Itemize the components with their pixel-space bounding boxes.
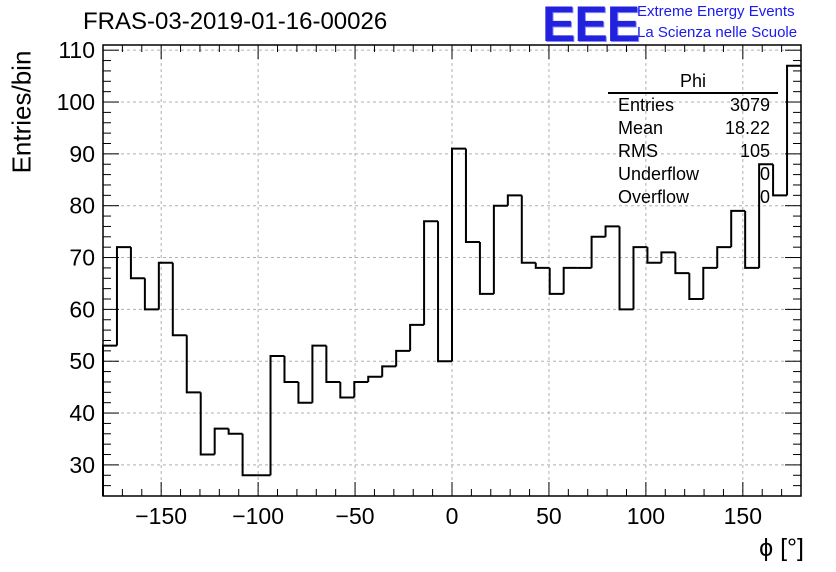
stats-label: RMS xyxy=(618,141,658,161)
y-tick-label: 110 xyxy=(58,37,95,63)
histogram-bin xyxy=(646,247,662,264)
histogram-bin xyxy=(520,195,536,264)
histogram-bin xyxy=(311,344,327,403)
histogram-bin xyxy=(381,365,397,377)
histogram-bin xyxy=(702,266,718,300)
stats-row-underflow: Underflow 0 xyxy=(608,163,778,186)
histogram-bin xyxy=(758,163,774,268)
histogram-bin xyxy=(199,392,215,456)
stats-value: 0 xyxy=(759,164,770,184)
histogram-bin xyxy=(353,380,369,398)
y-axis-label: Entries/bin xyxy=(6,50,37,174)
histogram-bin xyxy=(716,246,732,268)
histogram-bin xyxy=(562,266,578,294)
histogram-bin xyxy=(437,221,452,363)
stats-label: Overflow xyxy=(618,187,690,207)
stats-row-entries: Entries 3079 xyxy=(608,94,778,117)
histogram-bin xyxy=(478,241,494,295)
stats-row-overflow: Overflow 0 xyxy=(608,186,778,209)
histogram-bin xyxy=(590,235,606,268)
stats-value: 3079 xyxy=(729,95,770,115)
histogram-bin xyxy=(604,225,620,237)
histogram-bin xyxy=(395,349,411,367)
x-tick-label: 0 xyxy=(446,503,459,529)
x-tick-label: 50 xyxy=(536,503,562,529)
histogram-bin xyxy=(548,267,564,295)
y-tick-label: 50 xyxy=(69,348,95,374)
histogram-bin xyxy=(730,209,746,248)
histogram-bin xyxy=(102,344,117,496)
y-tick-label: 30 xyxy=(69,452,95,478)
histogram-bin xyxy=(772,164,788,197)
histogram-bin xyxy=(339,381,355,399)
stats-label: Underflow xyxy=(618,164,700,184)
histogram-bin xyxy=(283,356,299,383)
histogram-bin xyxy=(786,64,801,196)
histogram-bin xyxy=(492,204,508,294)
histogram-bin xyxy=(464,148,480,243)
stats-row-rms: RMS 105 xyxy=(608,140,778,163)
y-tick-label: 70 xyxy=(69,245,95,271)
histogram-bin xyxy=(115,246,131,346)
histogram-bin xyxy=(451,147,466,362)
histogram-bin xyxy=(423,220,439,325)
histogram-bin xyxy=(660,251,676,263)
histogram-bin xyxy=(171,262,187,337)
histogram-bin xyxy=(227,428,243,435)
histogram-bin xyxy=(632,246,648,310)
histogram-bin xyxy=(688,273,704,301)
histogram-bin xyxy=(157,261,173,310)
histogram-bin xyxy=(269,355,285,476)
histogram-bin xyxy=(241,433,257,477)
plot-frame xyxy=(102,44,802,497)
stats-box: Phi Entries 3079 Mean 18.22 RMS 105 Unde… xyxy=(608,72,778,209)
histogram-bin xyxy=(325,345,341,383)
stats-label: Entries xyxy=(618,95,675,115)
histogram-bin xyxy=(213,427,229,455)
stats-row-mean: Mean 18.22 xyxy=(608,117,778,140)
chart-title: FRAS-03-2019-01-16-00026 xyxy=(83,8,388,35)
histogram-bin xyxy=(143,278,159,311)
stats-value: 18.22 xyxy=(724,118,770,138)
histogram-bin xyxy=(618,226,634,311)
stats-value: 0 xyxy=(759,187,770,207)
stats-title: Phi xyxy=(608,72,778,94)
y-tick-label: 60 xyxy=(69,296,95,322)
x-tick-label: 100 xyxy=(627,503,665,529)
y-tick-label: 40 xyxy=(69,400,95,426)
x-tick-label: 150 xyxy=(724,503,762,529)
y-tick-label: 80 xyxy=(69,193,95,219)
stats-label: Mean xyxy=(618,118,664,138)
histogram-bin xyxy=(367,375,383,382)
y-tick-label: 90 xyxy=(69,141,95,167)
histogram-bin xyxy=(297,381,313,404)
logo-line-2: La Scienza nelle Scuole xyxy=(637,24,798,41)
y-tick-label: 100 xyxy=(57,89,95,115)
histogram-bin xyxy=(185,335,201,394)
histogram-bin xyxy=(744,210,760,269)
x-tick-label: −100 xyxy=(232,503,284,529)
x-tick-label: −50 xyxy=(336,503,375,529)
x-axis-label: ϕ [°] xyxy=(759,534,804,562)
x-tick-label: −150 xyxy=(135,503,187,529)
histogram-bin xyxy=(506,194,522,206)
logo-line-1: Extreme Energy Events xyxy=(637,3,795,20)
eee-logo: EEE xyxy=(542,0,640,52)
histogram-bin xyxy=(674,252,690,275)
histogram-bin xyxy=(409,323,425,351)
histogram-bin xyxy=(129,247,145,280)
stats-value: 105 xyxy=(739,141,770,161)
histogram-bin xyxy=(534,262,550,269)
